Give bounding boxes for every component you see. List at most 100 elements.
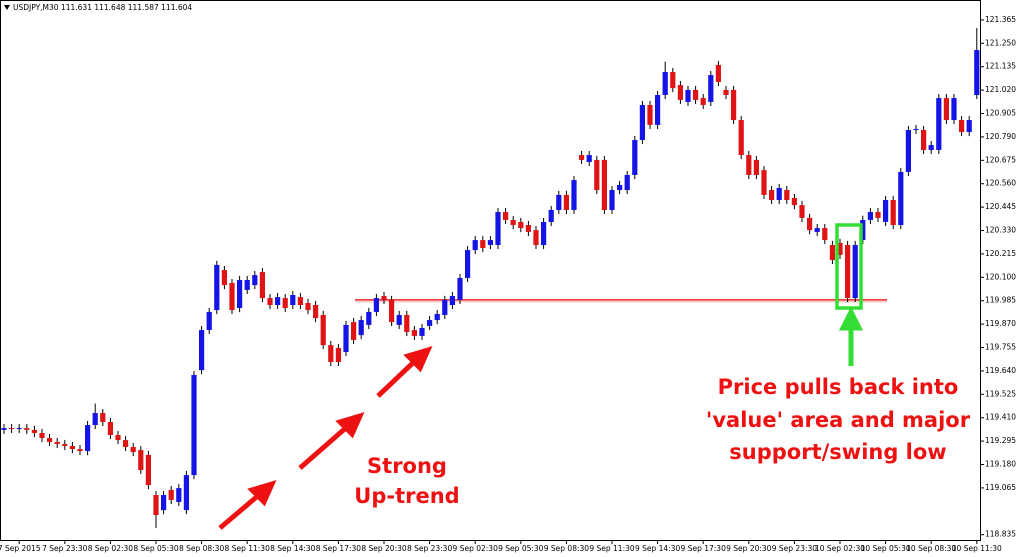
candle-body (791, 197, 797, 206)
x-tick-label: 8 Sep 14:30 (270, 544, 316, 553)
y-tick-label: 121.365 (985, 15, 1016, 24)
candle-body (525, 225, 531, 232)
candle-body (366, 311, 372, 325)
candle-body (351, 322, 357, 340)
candle-body (290, 295, 296, 305)
candle-body (123, 440, 129, 448)
candle-body (639, 104, 645, 140)
candle-body (221, 270, 227, 286)
x-tick-label: 9 Sep 23:30 (772, 544, 818, 553)
candle-body (487, 240, 493, 245)
y-tick-label: 120.215 (985, 249, 1016, 258)
candle-body (746, 155, 752, 175)
y-tick-label: 120.675 (985, 155, 1016, 164)
candle-body (335, 347, 341, 362)
candle-body (16, 428, 22, 430)
x-tick-label: 10 Sep 11:30 (952, 544, 1002, 553)
candle-body (107, 421, 113, 436)
candle-body (632, 139, 638, 175)
x-tick-label: 8 Sep 23:30 (407, 544, 453, 553)
x-tick-label: 8 Sep 20:30 (361, 544, 407, 553)
arrow (376, 358, 418, 398)
annotation: Price pulls back into (718, 375, 959, 399)
candle-body (343, 324, 349, 352)
candle-body (601, 159, 607, 210)
candle-body (541, 221, 547, 245)
y-tick-label: 121.250 (985, 38, 1016, 47)
candle-body (85, 425, 91, 452)
y-tick-label: 120.100 (985, 272, 1016, 281)
candle-body (297, 297, 303, 305)
candles (1, 28, 980, 528)
candle-body (449, 296, 455, 305)
y-tick-label: 120.560 (985, 179, 1016, 188)
x-tick-label: 9 Sep 08:30 (544, 544, 590, 553)
x-tick-label: 9 Sep 17:30 (681, 544, 727, 553)
candle-body (959, 120, 965, 133)
candle-body (837, 242, 843, 255)
candle-body (404, 314, 410, 333)
candle-body (1, 428, 7, 430)
arrow (298, 424, 350, 470)
candle-body (100, 413, 106, 422)
candle-body (936, 98, 942, 150)
candle-body (586, 155, 592, 162)
y-tick-label: 120.905 (985, 109, 1016, 118)
highlight-box (835, 223, 863, 310)
candle-body (867, 212, 873, 220)
candle-body (822, 228, 828, 241)
candle-body (206, 311, 212, 331)
candle-body (715, 64, 721, 82)
candle-body (883, 200, 889, 222)
x-tick-label: 9 Sep 02:30 (453, 544, 499, 553)
candle-body (480, 240, 486, 249)
candle-body (252, 275, 258, 286)
candle-body (966, 120, 972, 133)
candle-body (24, 428, 30, 430)
candle-body (738, 120, 744, 156)
candle-body (69, 445, 75, 450)
candle-body (753, 159, 759, 175)
candle-body (670, 72, 676, 89)
menu-triangle[interactable] (4, 5, 10, 10)
y-tick-label: 119.180 (985, 460, 1016, 469)
candle-body (503, 212, 509, 220)
candle-body (685, 89, 691, 102)
candle-body (845, 244, 851, 299)
candle-body (510, 219, 516, 226)
candle-body (138, 450, 144, 471)
candle-body (168, 489, 174, 500)
candle-body (77, 449, 83, 452)
candle-body (913, 128, 919, 131)
candle-body (176, 488, 182, 502)
candle-body (161, 495, 167, 511)
arrow-head (335, 412, 365, 439)
candle-body (31, 429, 37, 433)
candle-body (229, 283, 235, 311)
annotation: support/swing low (729, 440, 946, 464)
candle-body (533, 230, 539, 245)
candle-body (829, 244, 835, 261)
y-tick-label: 119.525 (985, 389, 1016, 398)
trend-arrows (218, 346, 433, 530)
candle-body (731, 89, 737, 121)
candle-body (145, 454, 151, 486)
candle-body (389, 299, 395, 323)
candle-body (381, 296, 387, 300)
x-tick-label: 7 Sep 2015 (0, 544, 41, 553)
y-tick-label: 120.330 (985, 226, 1016, 235)
candle-body (609, 190, 615, 210)
arrow (218, 492, 262, 530)
candle-body (784, 190, 790, 201)
y-tick-label: 120.790 (985, 132, 1016, 141)
candle-body (47, 438, 53, 442)
x-tick-label: 8 Sep 05:30 (133, 544, 179, 553)
candle-body (9, 428, 15, 430)
y-tick-label: 118.835 (985, 530, 1016, 539)
y-tick-label: 121.135 (985, 62, 1016, 71)
x-tick-label: 10 Sep 05:30 (861, 544, 911, 553)
x-tick-label: 9 Sep 20:30 (726, 544, 772, 553)
arrow-head (838, 306, 864, 331)
candle-body (708, 75, 714, 102)
